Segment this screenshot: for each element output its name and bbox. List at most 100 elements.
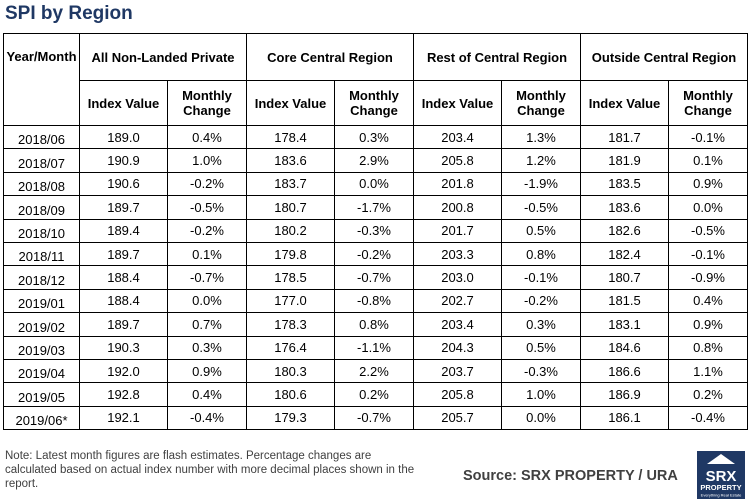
monthly-change-cell: 0.0%	[668, 195, 748, 220]
monthly-change-cell: 0.8%	[668, 335, 748, 360]
index-value-cell: 183.6	[246, 148, 335, 173]
index-value-cell: 192.0	[79, 358, 168, 384]
monthly-change-cell: 1.3%	[501, 124, 581, 150]
logo-text-srx: SRX	[706, 468, 737, 485]
monthly-change-cell: -0.3%	[501, 358, 581, 384]
monthly-change-cell: -1.1%	[334, 335, 414, 360]
index-value-cell: 176.4	[246, 335, 335, 360]
monthly-change-cell: -0.4%	[167, 405, 247, 431]
table-row: 2018/09 189.7 -0.5% 180.7 -1.7% 200.8 -0.5% 183…	[3, 195, 748, 220]
table-row: 2019/04 192.0 0.9% 180.3 2.2% 203.7 -0.3% 186.6…	[3, 358, 748, 384]
group-header-core-central: Core Central Region	[246, 33, 414, 81]
table-row: 2018/10 189.4 -0.2% 180.2 -0.3% 201.7 0.5% 182.…	[3, 218, 748, 243]
subheader-monthly-change-line2: Change	[183, 103, 231, 118]
subheader-index-value: Index Value	[413, 80, 502, 126]
index-value-cell: 190.3	[79, 335, 168, 360]
monthly-change-cell: 0.4%	[167, 382, 247, 407]
monthly-change-cell: 0.1%	[167, 241, 247, 267]
monthly-change-cell: 0.3%	[334, 124, 414, 150]
index-value-cell: 186.9	[580, 382, 669, 407]
index-value-cell: 203.4	[413, 124, 502, 150]
table-row: 2019/06* 192.1 -0.4% 179.3 -0.7% 205.7 0.0% 186…	[3, 405, 748, 431]
footnote: Note: Latest month figures are flash est…	[5, 450, 415, 490]
monthly-change-cell: 0.5%	[501, 218, 581, 243]
monthly-change-cell: -0.3%	[334, 218, 414, 243]
index-value-cell: 202.7	[413, 288, 502, 314]
monthly-change-cell: -0.8%	[334, 288, 414, 314]
table-row: 2019/05 192.8 0.4% 180.6 0.2% 205.8 1.0% 186.9 0…	[3, 382, 748, 407]
subheader-monthly-change: Monthly Change	[668, 80, 748, 126]
monthly-change-cell: 0.9%	[668, 312, 748, 337]
index-value-cell: 200.8	[413, 195, 502, 220]
index-value-cell: 201.8	[413, 171, 502, 197]
subheader-index-value: Index Value	[79, 80, 168, 126]
group-header-outside-central: Outside Central Region	[580, 33, 748, 81]
index-value-cell: 180.7	[580, 265, 669, 290]
monthly-change-cell: 0.1%	[668, 148, 748, 173]
month-cell: 2019/01	[3, 288, 80, 314]
index-value-cell: 179.3	[246, 405, 335, 431]
monthly-change-cell: -0.2%	[501, 288, 581, 314]
monthly-change-cell: 0.3%	[501, 312, 581, 337]
table-row: 2019/03 190.3 0.3% 176.4 -1.1% 204.3 0.5% 184.6…	[3, 335, 748, 360]
index-value-cell: 189.4	[79, 218, 168, 243]
index-value-cell: 192.8	[79, 382, 168, 407]
index-value-cell: 188.4	[79, 288, 168, 314]
index-value-cell: 204.3	[413, 335, 502, 360]
index-value-cell: 203.7	[413, 358, 502, 384]
index-value-cell: 183.7	[246, 171, 335, 197]
monthly-change-cell: -0.2%	[334, 241, 414, 267]
subheader-monthly-change-line2: Change	[517, 103, 565, 118]
index-value-cell: 205.8	[413, 382, 502, 407]
monthly-change-cell: 1.2%	[501, 148, 581, 173]
monthly-change-cell: -0.7%	[334, 405, 414, 431]
monthly-change-cell: 0.5%	[501, 335, 581, 360]
index-value-cell: 205.8	[413, 148, 502, 173]
index-value-cell: 189.7	[79, 241, 168, 267]
subheader-monthly-change-line1: Monthly	[516, 88, 566, 103]
subheader-monthly-change-line2: Change	[350, 103, 398, 118]
monthly-change-cell: -0.2%	[167, 171, 247, 197]
monthly-change-cell: 0.0%	[167, 288, 247, 314]
monthly-change-cell: 1.1%	[668, 358, 748, 384]
index-value-cell: 184.6	[580, 335, 669, 360]
index-value-cell: 180.2	[246, 218, 335, 243]
monthly-change-cell: -0.5%	[501, 195, 581, 220]
index-value-cell: 186.1	[580, 405, 669, 431]
index-value-cell: 183.6	[580, 195, 669, 220]
month-cell: 2018/07	[3, 148, 80, 173]
subheader-monthly-change: Monthly Change	[334, 80, 414, 126]
index-value-cell: 179.8	[246, 241, 335, 267]
index-value-cell: 189.0	[79, 124, 168, 150]
monthly-change-cell: 0.9%	[167, 358, 247, 384]
index-value-cell: 186.6	[580, 358, 669, 384]
month-cell: 2018/09	[3, 195, 80, 220]
monthly-change-cell: -0.4%	[668, 405, 748, 431]
logo-text-property: PROPERTY	[700, 483, 741, 492]
monthly-change-cell: 0.8%	[334, 312, 414, 337]
index-value-cell: 178.4	[246, 124, 335, 150]
month-cell: 2019/02	[3, 312, 80, 337]
month-cell: 2018/11	[3, 241, 80, 267]
group-header-rest-of-central: Rest of Central Region	[413, 33, 581, 81]
index-value-cell: 205.7	[413, 405, 502, 431]
monthly-change-cell: 2.2%	[334, 358, 414, 384]
monthly-change-cell: 0.8%	[501, 241, 581, 267]
index-value-cell: 183.5	[580, 171, 669, 197]
monthly-change-cell: 0.0%	[334, 171, 414, 197]
index-value-cell: 188.4	[79, 265, 168, 290]
monthly-change-cell: -0.5%	[668, 218, 748, 243]
index-value-cell: 180.7	[246, 195, 335, 220]
table-row: 2018/08 190.6 -0.2% 183.7 0.0% 201.8 -1.9% 183.…	[3, 171, 748, 197]
monthly-change-cell: -0.9%	[668, 265, 748, 290]
index-value-cell: 190.6	[79, 171, 168, 197]
index-value-cell: 181.9	[580, 148, 669, 173]
monthly-change-cell: 0.2%	[668, 382, 748, 407]
table-row: 2019/01 188.4 0.0% 177.0 -0.8% 202.7 -0.2% 181.…	[3, 288, 748, 314]
month-cell: 2019/06*	[3, 405, 80, 431]
table-row: 2018/11 189.7 0.1% 179.8 -0.2% 203.3 0.8% 182.4…	[3, 241, 748, 267]
index-value-cell: 203.4	[413, 312, 502, 337]
subheader-index-value: Index Value	[580, 80, 669, 126]
srx-logo: SRX PROPERTY Everything Real Estate	[697, 451, 745, 499]
table-row: 2018/06 189.0 0.4% 178.4 0.3% 203.4 1.3% 181.7-…	[3, 124, 748, 150]
